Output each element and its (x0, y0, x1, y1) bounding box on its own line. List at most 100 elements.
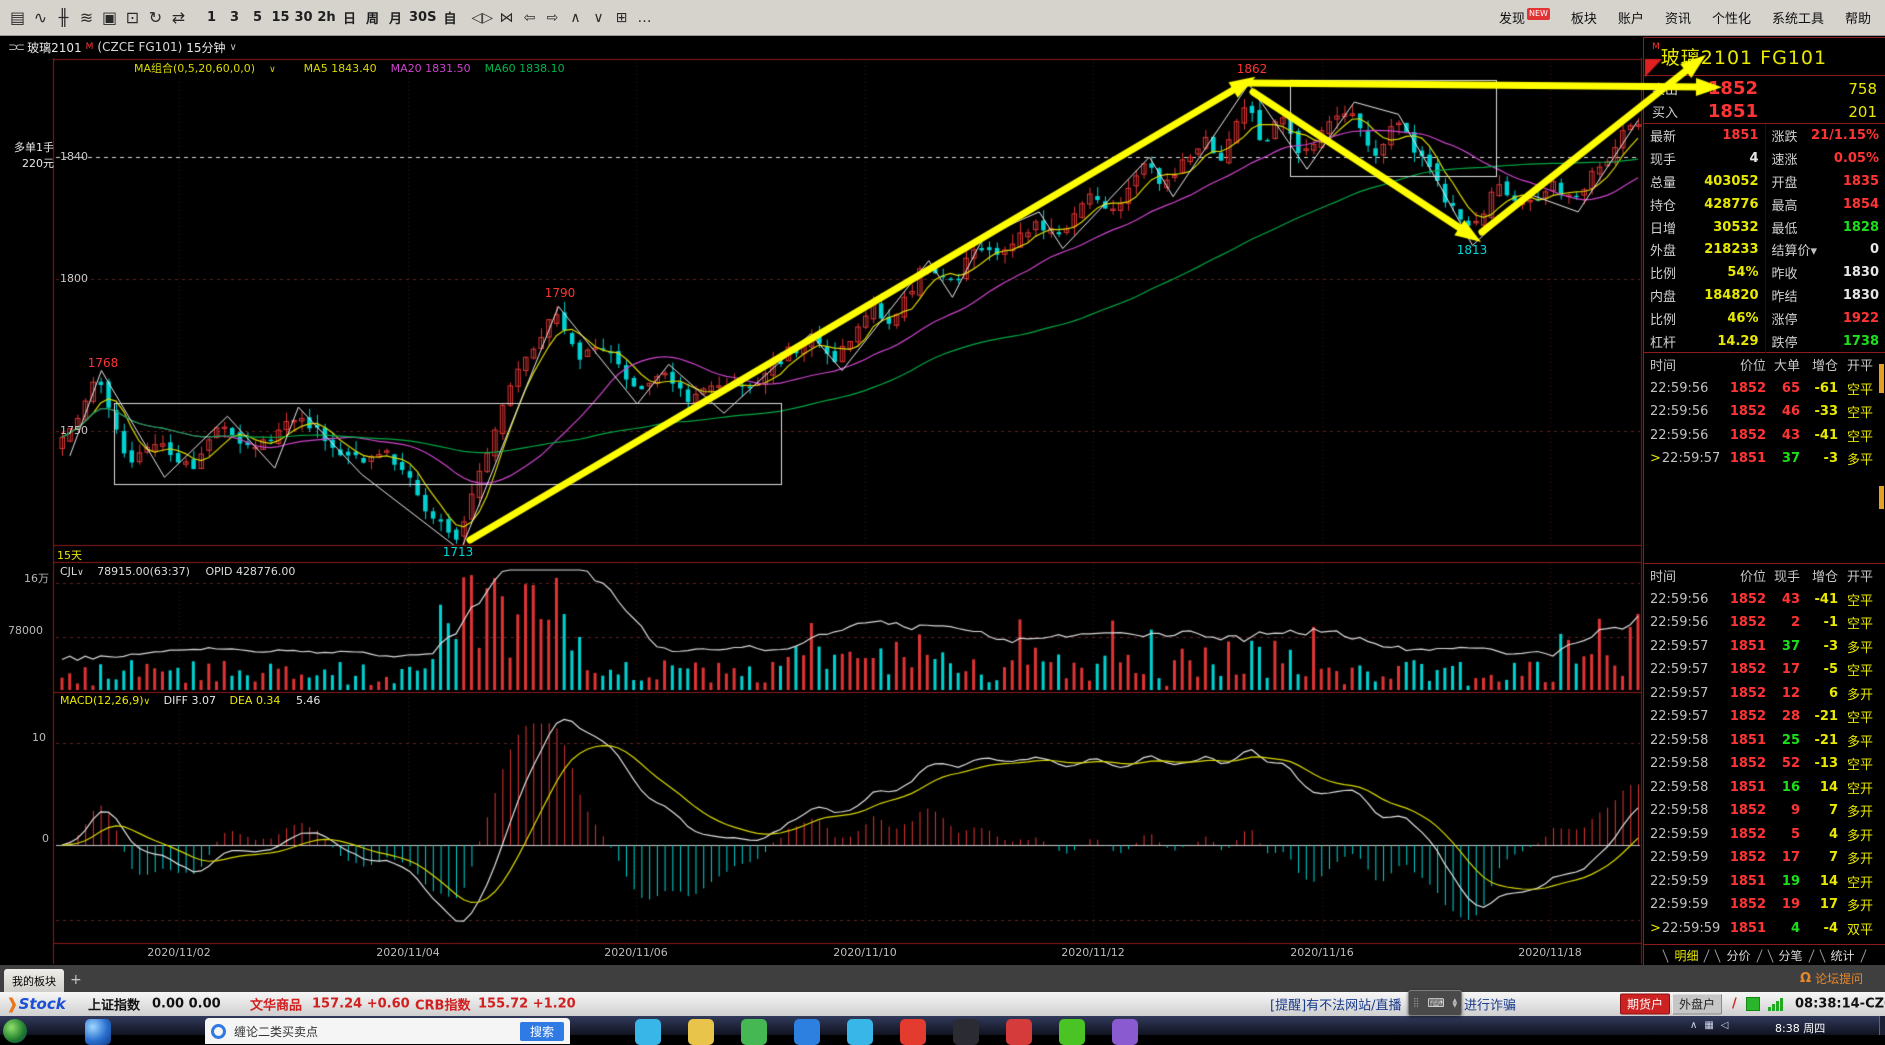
tray-ime-icon[interactable]: ▦ (1704, 1020, 1713, 1031)
penguin-messenger-icon[interactable] (85, 1019, 111, 1045)
search-button[interactable]: 搜索 (520, 1022, 564, 1041)
menu-资讯[interactable]: 资讯 (1665, 8, 1691, 27)
zoom-in-icon[interactable]: ∧ (564, 4, 587, 32)
chart-switch-icon[interactable]: ⇄ (167, 4, 190, 32)
messenger-icon[interactable] (635, 1019, 661, 1045)
folder-icon[interactable] (688, 1019, 714, 1045)
connection-status-icon (1746, 997, 1760, 1011)
chrome-icon[interactable] (900, 1019, 926, 1045)
keyboard-icon[interactable]: ⌨ (1427, 996, 1444, 1010)
compress-icon[interactable]: ⋈ (495, 4, 518, 32)
forum-ask-link[interactable]: Ω 论坛提问 (1800, 970, 1863, 987)
wenhua-index-label[interactable]: 文华商品 (250, 995, 302, 1014)
ime-caret-icons[interactable]: ▲▼ (1452, 998, 1457, 1008)
add-board-button[interactable]: + (70, 972, 82, 988)
main-contract-mark: M (1652, 42, 1661, 52)
menu-板块[interactable]: 板块 (1571, 8, 1597, 27)
period-button-5[interactable]: 5 (246, 4, 269, 32)
more-icon[interactable]: … (633, 4, 656, 32)
period-button-自[interactable]: 自 (438, 4, 461, 32)
period-button-15[interactable]: 15 (269, 4, 292, 32)
period-button-周[interactable]: 周 (361, 4, 384, 32)
zoom-out-icon[interactable]: ∨ (587, 4, 610, 32)
arrow-left-icon[interactable]: ⇦ (518, 4, 541, 32)
futures-account-button[interactable]: 期货户 (1620, 994, 1670, 1015)
board-bar: 我的板块 + Ω 论坛提问 (0, 965, 1885, 992)
panel-tab-分笔[interactable]: 分笔 (1776, 947, 1806, 964)
bid-ask-block: 卖出 1852 758 买入 1851 201 (1644, 76, 1885, 124)
bid-qty: 201 (1815, 103, 1877, 121)
panel-tab-明细[interactable]: 明细 (1671, 947, 1701, 964)
ask-price: 1852 (1690, 78, 1758, 99)
order-panel-icon[interactable]: ▣ (98, 4, 121, 32)
period-button-2h[interactable]: 2h (315, 4, 338, 32)
panel-instrument: 玻璃2101 FG101 (1661, 43, 1827, 70)
scrollbar-thumb[interactable] (1879, 486, 1884, 509)
period-button-月[interactable]: 月 (384, 4, 407, 32)
show-desktop-button[interactable] (1879, 1016, 1885, 1035)
tray-up-icon[interactable]: ∧ (1690, 1020, 1697, 1031)
taskbar-clock[interactable]: 8:38 周四 (1775, 1020, 1825, 1036)
foreign-account-button[interactable]: 外盘户 (1672, 994, 1722, 1015)
save-icon[interactable]: ⊡ (121, 4, 144, 32)
ime-toolbar[interactable]: ⣿ ⌨ ▲▼ (1408, 990, 1462, 1016)
store-icon[interactable] (1112, 1019, 1138, 1045)
tick-chart-icon[interactable]: ≋ (75, 4, 98, 32)
period-button-30S[interactable]: 30S (407, 4, 438, 32)
layout-grid-icon[interactable]: ⊞ (610, 4, 633, 32)
search-icon (211, 1024, 226, 1039)
link-icon: ⊃⊂ (8, 40, 22, 54)
menu-账户[interactable]: 账户 (1618, 8, 1644, 27)
period-button-日[interactable]: 日 (338, 4, 361, 32)
candlestick-icon[interactable]: ╫ (52, 4, 75, 32)
music-player-icon[interactable] (953, 1019, 979, 1045)
menu-个性化[interactable]: 个性化 (1712, 8, 1751, 27)
refresh-icon[interactable]: ↻ (144, 4, 167, 32)
period-label: 15分钟 (186, 39, 225, 56)
crb-index-label[interactable]: CRB指数 (415, 995, 470, 1014)
expand-horizontal-icon[interactable]: ◁▷ (469, 4, 495, 32)
drag-handle-icon[interactable]: ⣿ (1413, 998, 1420, 1008)
search-window[interactable]: 缠论二类买卖点 搜索 (205, 1018, 570, 1044)
tray-volume-icon[interactable]: ◁ (1721, 1020, 1729, 1031)
tab-my-board[interactable]: 我的板块 (4, 969, 64, 992)
antivirus-icon[interactable] (741, 1019, 767, 1045)
wechat-icon[interactable] (1059, 1019, 1085, 1045)
quote-list-icon[interactable]: ▤ (6, 4, 29, 32)
media-player-icon[interactable] (1006, 1019, 1032, 1045)
period-button-3[interactable]: 3 (223, 4, 246, 32)
chevron-down-icon[interactable]: ∨ (230, 42, 237, 53)
scrollbar-thumb[interactable] (1879, 364, 1884, 393)
period-button-1[interactable]: 1 (200, 4, 223, 32)
contacts-icon[interactable] (794, 1019, 820, 1045)
status-bar: ❱Stock 上证指数 0.00 0.00 文华商品 157.24 +0.60 … (0, 992, 1885, 1016)
menu-帮助[interactable]: 帮助 (1845, 8, 1871, 27)
sh-index-label[interactable]: 上证指数 (88, 995, 140, 1014)
settlement-dropdown-icon[interactable]: ▾ (1811, 244, 1818, 259)
headset-icon: Ω (1800, 971, 1811, 986)
video-player-icon[interactable] (847, 1019, 873, 1045)
panel-tab-分价[interactable]: 分价 (1723, 947, 1753, 964)
start-button[interactable] (3, 1019, 27, 1043)
wenhua-index-value: 157.24 +0.60 (312, 997, 410, 1012)
menu-系统工具[interactable]: 系统工具 (1772, 8, 1824, 27)
scam-alert-text-left: [提醒]有不法网站/直播 (1270, 995, 1402, 1014)
panel-tab-统计[interactable]: 统计 (1828, 947, 1858, 964)
line-chart-icon[interactable]: ∿ (29, 4, 52, 32)
chart-canvas[interactable] (0, 58, 1643, 965)
arrow-right-icon[interactable]: ⇨ (541, 4, 564, 32)
period-button-30[interactable]: 30 (292, 4, 315, 32)
